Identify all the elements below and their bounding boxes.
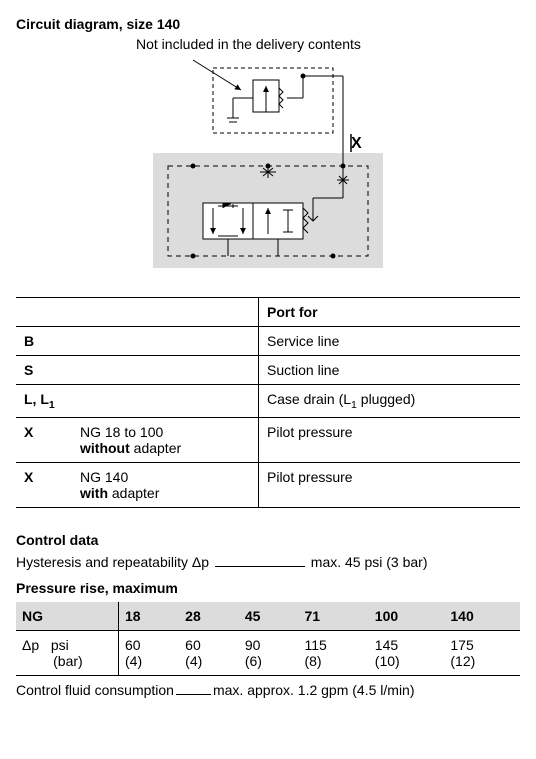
port-table: Port for B Service line S Suction line L…	[16, 297, 520, 508]
diagram-note: Not included in the delivery contents	[136, 36, 520, 52]
hysteresis-line: Hysteresis and repeatability Δp max. 45 …	[16, 554, 520, 570]
pressure-rise-title: Pressure rise, maximum	[16, 580, 520, 596]
fluid-consumption-line: Control fluid consumptionmax. approx. 1.…	[16, 682, 520, 698]
control-data-title: Control data	[16, 532, 520, 548]
cell-l: L, L1	[16, 385, 72, 418]
table-row: S Suction line	[16, 356, 520, 385]
port-x-label: X	[351, 135, 362, 152]
port-header: Port for	[259, 298, 521, 327]
circuit-diagram: X	[16, 58, 520, 281]
table-row: L, L1 Case drain (L1 plugged)	[16, 385, 520, 418]
page-title: Circuit diagram, size 140	[16, 16, 520, 32]
table-row: X NG 18 to 100without adapter Pilot pres…	[16, 417, 520, 462]
table-row: B Service line	[16, 327, 520, 356]
table-row: X NG 140with adapter Pilot pressure	[16, 462, 520, 507]
pressure-rise-table: NG 18 28 45 71 100 140 Δp psi (bar) 60(4…	[16, 602, 520, 676]
